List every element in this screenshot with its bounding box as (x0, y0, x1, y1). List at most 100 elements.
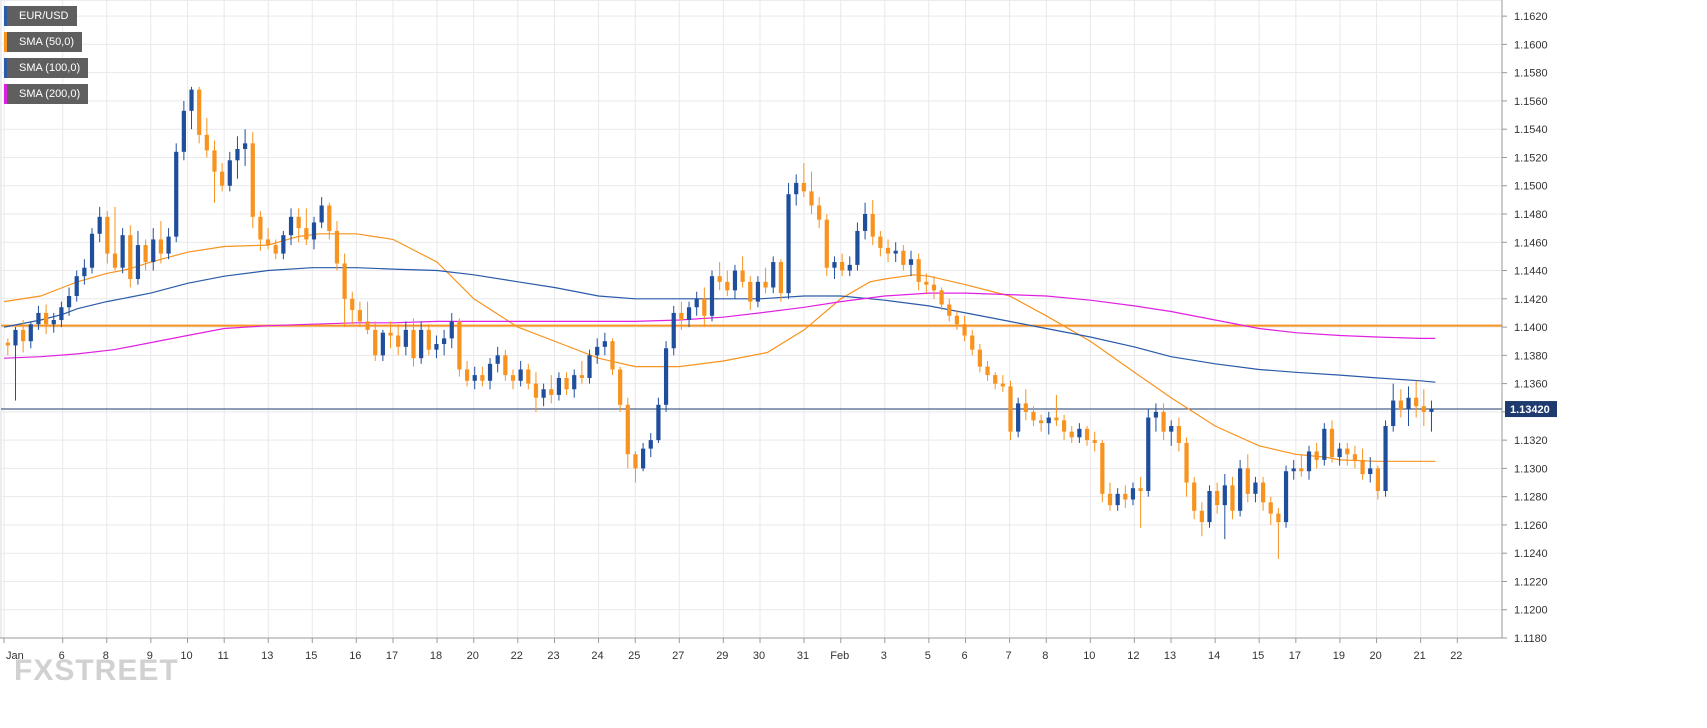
candle-body (602, 341, 607, 347)
y-tick-label: 1.1420 (1514, 294, 1548, 306)
candle-body (778, 262, 783, 294)
candle-body (503, 355, 508, 376)
candle-body (549, 389, 554, 395)
candle-body (556, 377, 562, 395)
x-tick-label: 15 (1252, 650, 1264, 662)
candle-body (434, 344, 439, 350)
legend: EUR/USD SMA (50,0) SMA (100,0) SMA (200,… (4, 6, 89, 110)
candle-body (572, 375, 577, 390)
candle-body (985, 366, 990, 376)
candle-body (610, 341, 615, 370)
candle-body (66, 295, 72, 308)
candle-body (1123, 493, 1128, 500)
y-tick-label: 1.1540 (1514, 124, 1548, 136)
candle-body (1314, 451, 1319, 460)
candle-body (181, 110, 186, 152)
candle-body (373, 329, 378, 356)
x-tick-label: 3 (881, 650, 887, 662)
candle-body (1391, 400, 1396, 426)
candle-body (457, 321, 462, 370)
candle-body (526, 369, 531, 384)
x-tick-label: 27 (672, 650, 684, 662)
x-tick-label: 6 (961, 650, 967, 662)
candle-body (174, 151, 179, 237)
legend-swatch (4, 84, 7, 104)
candle-body (939, 290, 944, 305)
candle-body (587, 355, 592, 378)
candle-body (105, 216, 110, 254)
candle-body (89, 233, 95, 268)
candle-body (151, 239, 156, 263)
candle-body (304, 228, 309, 240)
legend-item-eurusd[interactable]: EUR/USD (4, 6, 77, 26)
legend-item-sma200[interactable]: SMA (200,0) (4, 84, 89, 104)
candle-body (265, 239, 271, 246)
candle-body (832, 262, 837, 268)
x-tick-label: 11 (217, 650, 228, 662)
candle-body (1138, 488, 1143, 492)
candle-body (694, 298, 699, 308)
candle-body (1368, 468, 1373, 475)
x-tick-label: 24 (591, 650, 603, 662)
legend-item-sma100[interactable]: SMA (100,0) (4, 58, 89, 78)
candle-body (870, 214, 875, 237)
candle-body (755, 281, 761, 302)
x-tick-label: 20 (467, 650, 479, 662)
candle-body (1299, 468, 1304, 472)
candle-body (1375, 468, 1380, 492)
y-tick-label: 1.1560 (1514, 96, 1548, 108)
candle-body (702, 298, 707, 316)
candle-body (1345, 448, 1350, 455)
candle-body (564, 377, 569, 390)
candle-body (717, 276, 722, 282)
candle-body (771, 262, 776, 288)
candle-body (1092, 440, 1097, 443)
candle-body (595, 346, 600, 356)
candle-body (1322, 428, 1327, 460)
y-tick-label: 1.1180 (1514, 633, 1547, 645)
y-tick-label: 1.1620 (1514, 11, 1548, 23)
legend-label: SMA (200,0) (19, 88, 81, 100)
x-tick-label: 8 (103, 650, 109, 662)
candle-body (893, 250, 898, 254)
candle-body (625, 404, 630, 455)
candle-body (1429, 409, 1434, 412)
candle-body (709, 276, 715, 316)
candle-body (342, 263, 347, 299)
legend-item-sma50[interactable]: SMA (50,0) (4, 32, 83, 52)
y-tick-label: 1.1600 (1514, 39, 1548, 51)
grid (0, 0, 1503, 639)
candle-body (725, 281, 730, 291)
candle-body (1421, 406, 1426, 412)
candle-body (296, 216, 301, 229)
candle-body (334, 230, 340, 264)
candle-body (1406, 397, 1411, 410)
candle-body (1039, 420, 1044, 424)
candle-body (908, 259, 914, 265)
candle-body (74, 276, 79, 296)
candle-body (273, 245, 278, 254)
x-tick-label: 22 (511, 650, 523, 662)
y-tick-label: 1.1220 (1514, 576, 1548, 588)
candle-body (541, 389, 546, 398)
candle-body (1115, 493, 1120, 506)
candle-body (1207, 491, 1212, 523)
y-tick-label: 1.1240 (1514, 548, 1548, 560)
candle-body (365, 321, 370, 330)
y-tick-label: 1.1580 (1514, 68, 1548, 80)
candle-body (1000, 383, 1005, 387)
candle-body (1253, 482, 1258, 494)
candle-body (1016, 403, 1021, 432)
candle-body (1238, 468, 1243, 511)
candle-body (472, 375, 477, 381)
candle-body (510, 375, 516, 381)
candle-body (13, 329, 18, 346)
x-tick-label: 22 (1450, 650, 1462, 662)
candle-body (1215, 491, 1220, 506)
x-tick-label: 18 (430, 650, 442, 662)
candle-body (135, 245, 141, 280)
candle-body (1023, 403, 1028, 412)
x-tick-label: 15 (305, 650, 317, 662)
candle-body (1146, 417, 1151, 492)
